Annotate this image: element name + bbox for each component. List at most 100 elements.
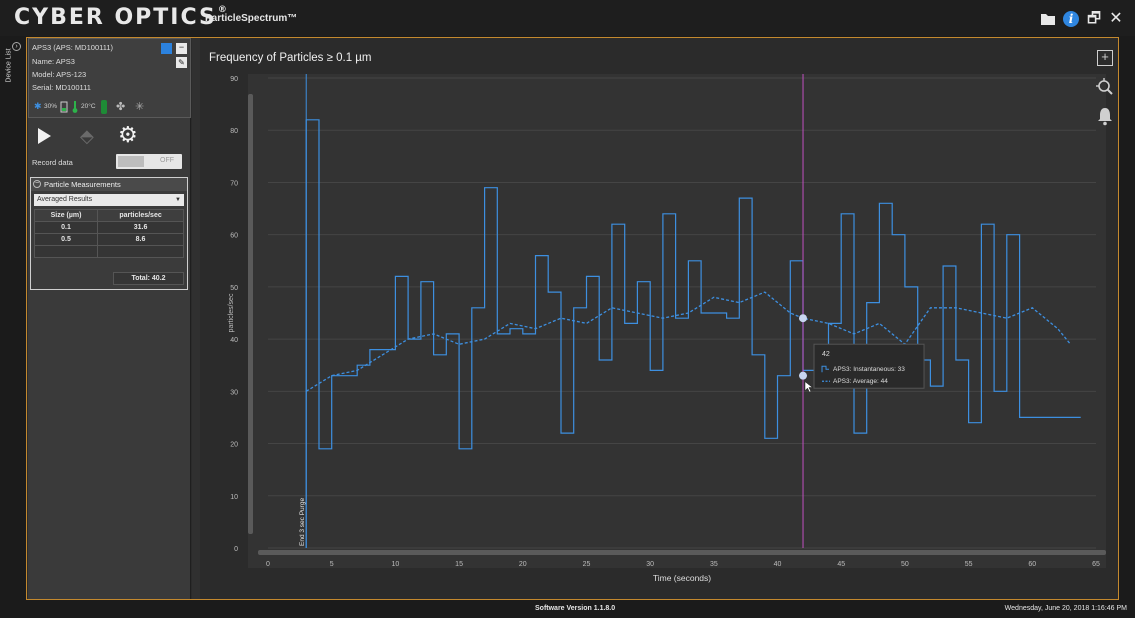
add-chart-icon[interactable]: +: [1097, 50, 1113, 66]
brand-logo: CYBER OPTICS®: [14, 5, 229, 30]
bluetooth-icon: ✱: [34, 101, 42, 111]
purge-marker-label: End 3 sec Purge: [299, 498, 306, 546]
series-line-instantaneous: [305, 119, 1081, 548]
device-status-row: ✱ 30% 20°C ✤ ✳: [32, 100, 190, 116]
x-tick-label: 60: [1028, 561, 1036, 568]
chart-tooltip: 42 APS3: Instantaneous: 33 APS3: Average: …: [813, 343, 925, 389]
y-tick-label: 80: [230, 128, 238, 135]
title-bar: CYBER OPTICS® ParticleSpectrum™ i 🗗 ✕: [0, 0, 1135, 36]
close-icon[interactable]: ✕: [1109, 10, 1123, 27]
particle-measurements-title: Particle Measurements: [44, 180, 121, 189]
x-tick-label: 5: [330, 561, 334, 568]
x-tick-label: 20: [519, 561, 527, 568]
chevron-down-icon: ▼: [175, 197, 181, 203]
results-mode-value: Averaged Results: [37, 196, 93, 203]
fan-icon: ✤: [116, 101, 126, 113]
play-icon[interactable]: [38, 128, 51, 144]
x-tick-label: 55: [965, 561, 973, 568]
particle-chart[interactable]: 0 10 20 30 40 50 60 70 80 90 0 5 10 15 20 25 30 35 40 45 50 5…: [200, 38, 1118, 599]
device-card[interactable]: APS3 (APS: MD100111) Name: APS3 Model: A…: [28, 38, 191, 118]
particle-measurements-panel: − Particle Measurements Averaged Results…: [30, 177, 188, 290]
collapse-icon[interactable]: −: [33, 180, 41, 188]
column-header-rate: particles/sec: [97, 209, 184, 222]
info-icon: i: [1063, 11, 1079, 27]
x-axis-label: Time (seconds): [653, 573, 711, 583]
particle-measurements-header[interactable]: − Particle Measurements: [31, 178, 187, 191]
chart-title: Frequency of Particles ≥ 0.1 µm: [209, 52, 372, 64]
edit-icon[interactable]: ✎: [176, 57, 187, 68]
rate-cell: 8.6: [97, 233, 184, 246]
mouse-cursor-icon: [804, 381, 814, 393]
device-name: Name: APS3: [32, 57, 75, 66]
y-tick-label: 60: [230, 233, 238, 240]
x-tick-label: 35: [710, 561, 718, 568]
table-row: 0.5 8.6: [33, 233, 184, 246]
gear-icon[interactable]: ⚙: [118, 122, 138, 147]
restore-window-icon[interactable]: 🗗: [1086, 10, 1102, 27]
y-axis-label: particles/sec: [228, 293, 235, 332]
record-data-label: Record data: [32, 158, 73, 167]
date-time: Wednesday, June 20, 2018 1:16:46 PM: [1004, 605, 1127, 612]
results-mode-select[interactable]: Averaged Results ▼: [34, 194, 184, 206]
plot-background: [248, 74, 1106, 568]
x-tick-label: 15: [455, 561, 463, 568]
chart-area: Frequency of Particles ≥ 0.1 µm 0 10 20 30 4…: [200, 38, 1118, 599]
x-tick-label: 0: [266, 561, 270, 568]
device-list-tab[interactable]: › Device List: [6, 40, 24, 96]
x-tick-label: 45: [837, 561, 845, 568]
tooltip-line-average: APS3: Average: 44: [833, 378, 888, 385]
tag-icon[interactable]: ⬘: [80, 126, 94, 146]
x-tick-label: 50: [901, 561, 909, 568]
battery-icon: [60, 101, 68, 115]
software-version: Software Version 1.1.8.0: [535, 605, 616, 612]
device-panel: APS3 (APS: MD100111) Name: APS3 Model: A…: [28, 38, 191, 599]
product-name: ParticleSpectrum™: [205, 13, 298, 24]
y-tick-label: 20: [230, 442, 238, 449]
table-row: [33, 245, 184, 258]
y-tick-label: 30: [230, 389, 238, 396]
record-data-toggle[interactable]: OFF: [116, 154, 182, 169]
laser-icon: ✳: [135, 101, 145, 113]
x-tick-label: 30: [646, 561, 654, 568]
tooltip-box: [813, 343, 925, 389]
y-tick-label: 10: [230, 494, 238, 501]
info-button[interactable]: i: [1061, 9, 1081, 29]
folder-icon[interactable]: [1038, 9, 1058, 29]
y-tick-label: 50: [230, 285, 238, 292]
total-value: Total: 40.2: [113, 272, 184, 285]
measurements-table: Size (µm) particles/sec 0.1 31.6 0.5 8.6: [33, 209, 184, 258]
series-line-average: [305, 291, 1072, 392]
device-select-checkbox[interactable]: [161, 43, 172, 54]
toggle-state: OFF: [160, 157, 174, 164]
device-model: Model: APS-123: [32, 70, 87, 79]
x-tick-label: 10: [391, 561, 399, 568]
y-tick-label: 70: [230, 180, 238, 187]
status-bar: Software Version 1.1.8.0 Wednesday, June…: [0, 601, 1135, 618]
collapse-icon[interactable]: −: [176, 43, 187, 54]
zoom-icon[interactable]: [1096, 78, 1114, 96]
size-cell: 0.1: [33, 221, 99, 234]
tooltip-header: 42: [822, 351, 830, 358]
y-tick-label: 40: [230, 337, 238, 344]
thermometer-icon: [72, 101, 78, 115]
x-tick-label: 25: [583, 561, 591, 568]
tooltip-line-instantaneous: APS3: Instantaneous: 33: [833, 366, 905, 373]
vertical-scrollbar[interactable]: [248, 94, 253, 534]
cursor-point-instantaneous: [799, 371, 808, 380]
horizontal-scrollbar[interactable]: [258, 550, 1106, 555]
toggle-knob: [118, 156, 144, 167]
table-row: 0.1 31.6: [33, 221, 184, 234]
x-tick-label: 40: [774, 561, 782, 568]
flow-status-icon: [98, 100, 110, 116]
device-list-label: Device List: [5, 48, 13, 83]
brand-registered-mark: ®: [217, 5, 229, 15]
empty-cell: [33, 245, 99, 258]
temperature-value: 20°C: [81, 103, 96, 110]
panel-scrollbar[interactable]: [192, 38, 200, 599]
expand-icon[interactable]: ›: [12, 42, 21, 51]
bell-icon[interactable]: [1097, 106, 1113, 126]
device-serial: Serial: MD100111: [32, 83, 91, 92]
device-controls: ⬘ ⚙ Record data OFF: [28, 120, 191, 172]
device-header: APS3 (APS: MD100111): [32, 43, 114, 52]
y-tick-label: 0: [234, 546, 238, 553]
